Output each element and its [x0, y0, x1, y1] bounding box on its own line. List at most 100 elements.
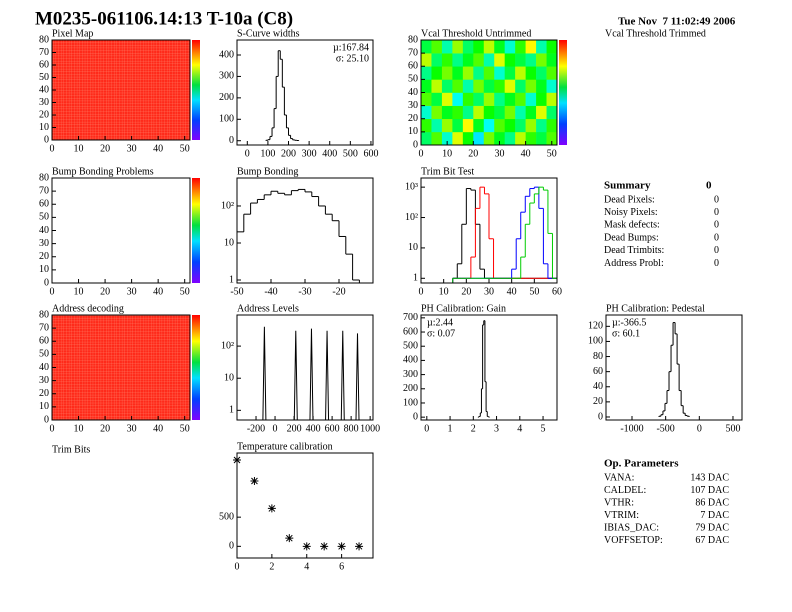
heatmap-cell [421, 53, 432, 67]
y-tick-label: 30 [39, 97, 49, 108]
heatmap-cell [421, 105, 432, 120]
x-tick-label: -20 [332, 286, 345, 297]
panel-title: Temperature calibration [237, 441, 333, 452]
heatmap-cell [452, 53, 464, 67]
panel-title: Bump Bonding Problems [52, 166, 154, 177]
heatmap-cell [536, 105, 547, 120]
op-value: 107 DAC [690, 485, 729, 496]
panel-title: Trim Bits [52, 444, 90, 455]
x-tick-label: 40 [153, 143, 163, 154]
summary-label: Mask defects: [604, 220, 660, 231]
summary-title: Summary [604, 180, 651, 192]
x-tick-label: -200 [247, 423, 265, 434]
heatmap-cell [462, 53, 474, 67]
spike [325, 330, 330, 421]
x-tick-label: 50 [529, 286, 539, 297]
x-tick-label: 20 [468, 148, 478, 159]
summary-label: Noisy Pixels: [604, 207, 658, 218]
heatmap-cell [452, 79, 464, 93]
y-tick-label: 10² [405, 212, 418, 223]
op-value: 86 DAC [695, 497, 729, 508]
heatmap-cell [494, 40, 505, 54]
panel-title: Address Levels [237, 303, 299, 314]
heatmap-cell [536, 92, 547, 106]
heatmap-cell [421, 66, 432, 80]
y-tick-label: 80 [39, 172, 49, 183]
x-tick-label: 0 [50, 286, 55, 297]
heatmap-cell [462, 131, 474, 146]
colorbar [192, 178, 200, 283]
y-tick-label: 30 [39, 375, 49, 386]
heatmap-cell [431, 66, 443, 80]
heatmap-cell [536, 66, 547, 80]
heatmap-cell [421, 118, 432, 133]
spike [309, 328, 314, 421]
heatmap-cell [431, 118, 443, 133]
x-tick-label: 3 [494, 423, 499, 434]
colorbar [192, 315, 200, 420]
heatmap-cell [462, 40, 474, 54]
op-label: IBIAS_DAC: [604, 522, 659, 533]
y-tick-label: 50 [408, 74, 418, 85]
heatmap-cell [525, 53, 537, 67]
colorbar [559, 40, 567, 145]
x-tick-label: 30 [127, 286, 137, 297]
colorbar [192, 40, 200, 140]
y-tick-label: 10 [224, 237, 234, 248]
heatmap-cell [525, 118, 537, 133]
heatmap-cell [525, 40, 537, 54]
y-tick-label: 40 [39, 362, 49, 373]
panel-title: Trim Bit Test [421, 166, 474, 177]
heatmap-cell [452, 92, 464, 106]
heatmap-cell [462, 118, 474, 133]
x-tick-label: 1 [448, 423, 453, 434]
x-tick-label: 30 [494, 148, 504, 159]
stat-label: µ:2.44 [427, 317, 453, 328]
heatmap-cell [536, 79, 547, 93]
y-tick-label: 0 [44, 277, 49, 288]
heatmap-cell [504, 53, 516, 67]
heatmap-cell [546, 53, 558, 67]
heatmap-cell [441, 131, 453, 146]
spike [293, 330, 298, 421]
y-tick-label: 50 [39, 72, 49, 83]
y-tick-label: 120 [588, 321, 603, 332]
heatmap-cell [483, 131, 495, 146]
heatmap-cell [452, 40, 464, 54]
heatmap-cell [525, 92, 537, 106]
y-tick-label: 20 [408, 113, 418, 124]
frame [236, 39, 374, 146]
y-tick-label: 20 [593, 396, 603, 407]
x-tick-label: 20 [461, 286, 471, 297]
y-tick-label: 10³ [405, 181, 418, 192]
x-tick-label: -500 [656, 423, 674, 434]
heatmap-cell [515, 66, 526, 80]
heatmap-cell [452, 131, 464, 146]
stat-label: µ:167.84 [333, 42, 369, 53]
y-tick-label: 400 [403, 355, 418, 366]
heatmap-cell [494, 53, 505, 67]
y-tick-label: 600 [403, 326, 418, 337]
y-tick-label: 0 [229, 541, 234, 552]
op-value: 67 DAC [695, 535, 729, 546]
heatmap-cell [473, 105, 485, 120]
heatmap-cell [494, 105, 505, 120]
y-tick-label: 200 [219, 92, 234, 103]
x-tick-label: 0 [235, 561, 240, 572]
date: Tue Nov 7 11:02:49 2006 [618, 16, 736, 28]
stat-label: σ: 60.1 [612, 328, 640, 339]
y-tick-label: 0 [413, 139, 418, 150]
heatmap-cell [546, 118, 558, 133]
y-tick-label: 60 [408, 61, 418, 72]
y-tick-label: 100 [403, 397, 418, 408]
heatmap-cell [525, 79, 537, 93]
heatmap-cell [504, 105, 516, 120]
panel-title: PH Calibration: Gain [421, 303, 506, 314]
heatmap-cell [515, 105, 526, 120]
x-tick-label: 0 [419, 286, 424, 297]
heatmap-cell [494, 79, 505, 93]
x-tick-label: 400 [306, 423, 321, 434]
summary-value: 0 [714, 258, 719, 269]
marker [267, 504, 276, 513]
frame [605, 314, 743, 421]
